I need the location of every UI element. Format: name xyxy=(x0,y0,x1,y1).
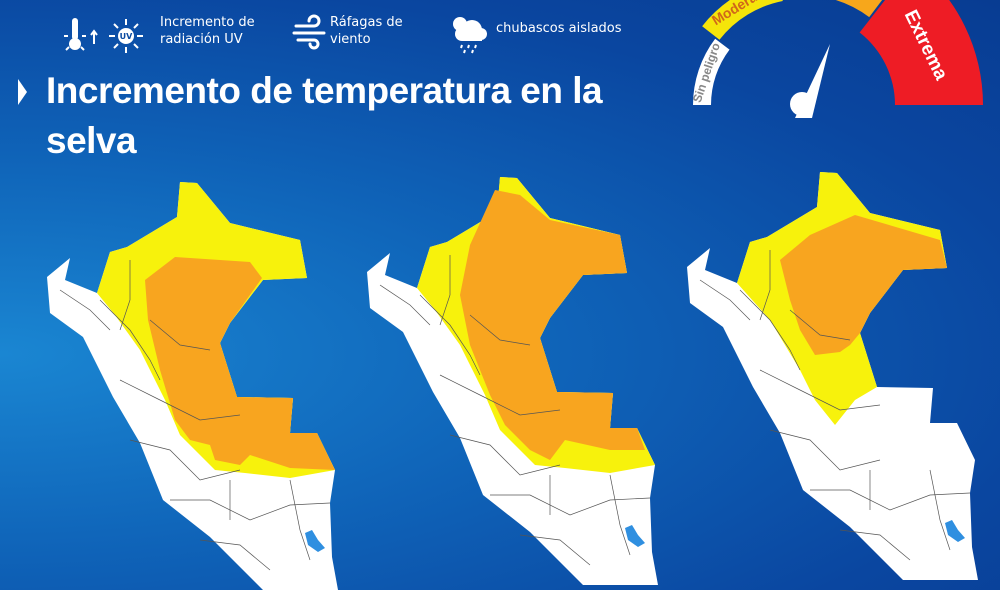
peru-map-1 xyxy=(47,182,338,590)
region-fuerte xyxy=(460,190,645,460)
department-border xyxy=(739,289,801,371)
wind-gusts-icon xyxy=(292,14,326,50)
department-border xyxy=(379,284,431,326)
department-border xyxy=(99,299,161,381)
legend-showers: chubascos aislados xyxy=(450,14,622,54)
title-arrow-icon xyxy=(18,79,27,105)
legend-uv-label: Incremento de xyxy=(160,15,255,30)
department-border xyxy=(149,319,211,351)
department-border xyxy=(490,494,651,516)
legend-uv-label-2: radiación UV xyxy=(160,32,243,47)
peru-map-3 xyxy=(687,172,978,580)
department-border xyxy=(119,379,241,421)
department-border xyxy=(129,439,241,481)
legend-wind: Ráfagas de viento xyxy=(292,14,403,50)
gauge-needle xyxy=(790,44,830,118)
gauge-segment-2 xyxy=(835,0,883,18)
department-border xyxy=(439,374,561,416)
department-border xyxy=(469,314,531,346)
department-border xyxy=(839,529,911,561)
department-border xyxy=(929,469,951,551)
department-border xyxy=(810,489,971,511)
department-border xyxy=(439,255,451,326)
department-border xyxy=(759,369,881,411)
danger-gauge: Sin peligroModeradaFuerteExtrema xyxy=(690,0,983,118)
department-border xyxy=(199,539,271,571)
department-border xyxy=(170,499,331,521)
legend-wind-label: Ráfagas de xyxy=(330,15,403,30)
region-fuerte xyxy=(145,257,335,470)
department-border xyxy=(449,434,561,476)
page-title: Incremento de temperatura en la selva xyxy=(46,70,603,161)
department-border xyxy=(759,250,771,321)
gauge-segment-0 xyxy=(693,38,730,105)
gauge-segment-1 xyxy=(702,0,783,40)
department-border xyxy=(119,260,131,331)
lake-titicaca xyxy=(625,525,645,547)
peru-map-2 xyxy=(367,177,658,585)
lake-titicaca xyxy=(945,520,965,542)
lake-titicaca xyxy=(305,530,325,552)
region-fuerte xyxy=(780,215,947,355)
department-border xyxy=(519,534,591,566)
department-border xyxy=(609,474,631,556)
legend-showers-label: chubascos aislados xyxy=(496,21,622,36)
department-border xyxy=(59,289,111,331)
svg-text:UV: UV xyxy=(120,32,133,41)
department-border xyxy=(789,309,851,341)
cloud-rain-icon xyxy=(453,17,487,54)
department-border xyxy=(289,479,311,561)
thermometer-uv-icon: UV xyxy=(64,18,143,53)
gauge-segment-3 xyxy=(859,0,983,105)
department-border xyxy=(419,294,481,376)
legend-wind-label-2: viento xyxy=(330,32,371,47)
department-border xyxy=(699,279,751,321)
legend-uv: UV Incremento de radiación UV xyxy=(62,14,255,54)
department-border xyxy=(769,429,881,471)
